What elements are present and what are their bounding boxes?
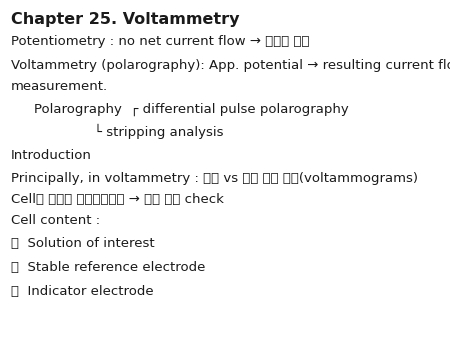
Text: ⓐ  Solution of interest: ⓐ Solution of interest: [11, 237, 155, 250]
Text: Cell에 전압을 변화시키면서 → 생성 전류 check: Cell에 전압을 변화시키면서 → 생성 전류 check: [11, 193, 224, 206]
Text: Voltammetry (polarography): App. potential → resulting current flow →: Voltammetry (polarography): App. potenti…: [11, 59, 450, 72]
Text: Principally, in voltammetry : 전류 vs 전압 공선 해석(voltammograms): Principally, in voltammetry : 전류 vs 전압 공…: [11, 172, 418, 185]
Text: measurement.: measurement.: [11, 80, 108, 93]
Text: ⓒ  Indicator electrode: ⓒ Indicator electrode: [11, 285, 154, 297]
Text: Introduction: Introduction: [11, 149, 92, 162]
Text: Polarography  ┌ differential pulse polarography: Polarography ┌ differential pulse polaro…: [34, 103, 348, 116]
Text: Cell content :: Cell content :: [11, 214, 100, 227]
Text: Potentiometry : no net current flow → 전위차 측정: Potentiometry : no net current flow → 전위…: [11, 35, 310, 48]
Text: Chapter 25. Voltammetry: Chapter 25. Voltammetry: [11, 12, 240, 27]
Text: ⓑ  Stable reference electrode: ⓑ Stable reference electrode: [11, 261, 206, 274]
Text: └ stripping analysis: └ stripping analysis: [94, 123, 224, 139]
